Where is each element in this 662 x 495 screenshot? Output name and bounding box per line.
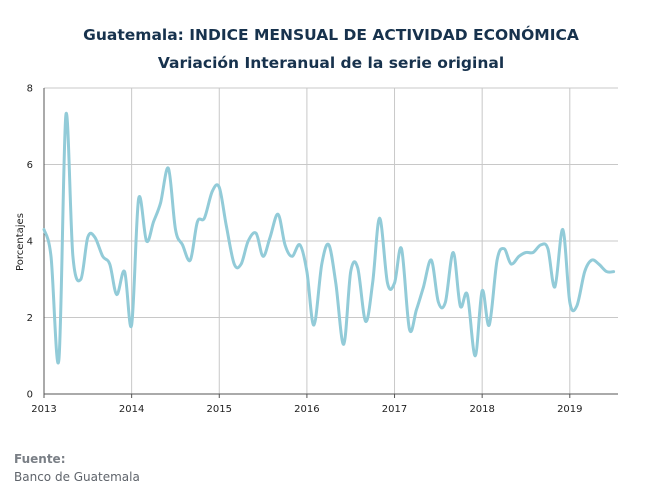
axes xyxy=(43,88,618,398)
x-tick-label: 2014 xyxy=(119,404,144,415)
chart-title: Guatemala: INDICE MENSUAL DE ACTIVIDAD E… xyxy=(83,26,579,44)
y-axis-title: Porcentajes xyxy=(15,213,26,271)
x-tick-label: 2016 xyxy=(294,404,319,415)
x-tick-label: 2013 xyxy=(31,404,56,415)
source-label: Fuente: xyxy=(14,452,66,466)
chart-subtitle: Variación Interanual de la serie origina… xyxy=(157,54,505,72)
gridlines xyxy=(44,87,618,395)
y-tick-label: 4 xyxy=(27,237,33,248)
series xyxy=(42,111,616,365)
y-tick-labels: 0 2 4 6 8 xyxy=(27,84,33,401)
x-tick-label: 2019 xyxy=(557,404,582,415)
y-tick-label: 6 xyxy=(27,160,33,171)
series-line xyxy=(42,111,616,365)
y-tick-label: 2 xyxy=(27,313,33,324)
x-tick-label: 2017 xyxy=(382,404,407,415)
source-text: Banco de Guatemala xyxy=(14,470,140,484)
x-tick-label: 2018 xyxy=(469,404,494,415)
x-tick-label: 2015 xyxy=(207,404,232,415)
y-tick-label: 8 xyxy=(27,84,33,95)
x-tick-labels: 2013 2014 2015 2016 2017 2018 2019 xyxy=(31,404,582,415)
y-tick-label: 0 xyxy=(27,390,33,401)
